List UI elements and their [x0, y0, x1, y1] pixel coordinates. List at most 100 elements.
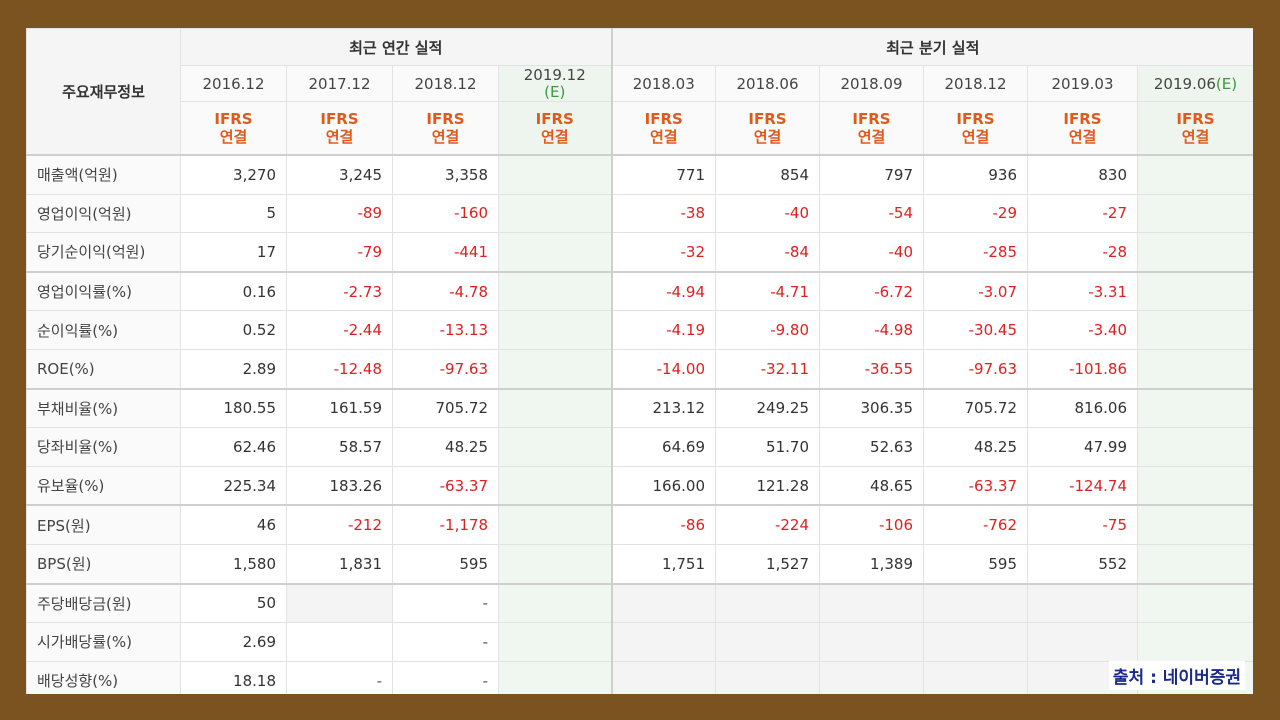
period-label: 2018.12 — [414, 74, 477, 93]
table-cell: -29 — [923, 193, 1028, 234]
table-cell: 2.89 — [180, 348, 287, 390]
table-cell: 161.59 — [286, 387, 393, 429]
row-label: BPS(원) — [26, 543, 181, 585]
table-row: 영업이익률(%) 0.16 -2.73 -4.78 -4.94 -4.71 -6.72 -3.… — [26, 270, 1253, 312]
estimate-marker: (E) — [544, 82, 566, 101]
table-cell: -63.37 — [923, 465, 1028, 506]
table-cell: -3.07 — [923, 270, 1028, 312]
table-cell: 1,389 — [819, 543, 924, 585]
period-label: 2018.09 — [840, 74, 903, 93]
consolidated-label: 연결 — [1181, 128, 1210, 146]
table-cell — [498, 660, 613, 694]
table-cell: - — [392, 660, 499, 694]
consolidated-label: 연결 — [1068, 128, 1097, 146]
table-cell: -75 — [1027, 504, 1138, 545]
table-cell: -28 — [1027, 232, 1138, 273]
table-cell: 5 — [180, 193, 287, 234]
table-cell — [498, 622, 613, 662]
table-cell — [819, 622, 924, 662]
table-cell — [498, 504, 613, 545]
table-cell: 3,270 — [180, 153, 287, 195]
table-row: 당좌비율(%) 62.46 58.57 48.25 64.69 51.70 52.63 48.… — [26, 427, 1253, 467]
table-row: 부채비율(%) 180.55 161.59 705.72 213.12 249.25 306… — [26, 387, 1253, 429]
table-row: ROE(%) 2.89 -12.48 -97.63 -14.00 -32.11 -36.55… — [26, 348, 1253, 390]
table-cell — [715, 582, 820, 624]
table-cell: 249.25 — [715, 387, 820, 429]
table-cell: -2.73 — [286, 270, 393, 312]
period-label: 2018.03 — [632, 74, 695, 93]
table-cell: -32 — [611, 232, 716, 273]
table-cell: 2.69 — [180, 622, 287, 662]
table-cell: -6.72 — [819, 270, 924, 312]
table-cell: -79 — [286, 232, 393, 273]
table-row: 시가배당률(%) 2.69 - — [26, 622, 1253, 662]
table-cell: -1,178 — [392, 504, 499, 545]
table-cell — [611, 582, 716, 624]
row-label: 영업이익률(%) — [26, 270, 181, 312]
table-cell — [286, 622, 393, 662]
table-cell: -762 — [923, 504, 1028, 545]
table-row: 영업이익(억원) 5 -89 -160 -38 -40 -54 -29 -27 — [26, 193, 1253, 234]
annual-group-header: 최근 연간 실적 — [180, 28, 613, 66]
table-cell — [1137, 543, 1253, 585]
table-cell — [1137, 153, 1253, 195]
table-cell — [498, 232, 613, 273]
period-header: 2018.12 — [392, 65, 499, 102]
table-cell — [1137, 270, 1253, 312]
row-label: 유보율(%) — [26, 465, 181, 506]
table-cell: 830 — [1027, 153, 1138, 195]
row-label: 영업이익(억원) — [26, 193, 181, 234]
ifrs-header: IFRS 연결 — [286, 101, 393, 156]
table-cell: 121.28 — [715, 465, 820, 506]
table-cell — [1137, 465, 1253, 506]
table-cell: - — [392, 582, 499, 624]
row-label: 당기순이익(억원) — [26, 232, 181, 273]
period-header: 2019.12 (E) — [498, 65, 613, 102]
ifrs-header: IFRS 연결 — [498, 101, 613, 156]
table-cell: -4.19 — [611, 310, 716, 350]
table-cell — [498, 348, 613, 390]
table-cell: 771 — [611, 153, 716, 195]
table-cell: -212 — [286, 504, 393, 545]
consolidated-label: 연결 — [540, 128, 569, 146]
row-label: EPS(원) — [26, 504, 181, 545]
table-cell: 213.12 — [611, 387, 716, 429]
table-cell — [1137, 622, 1253, 662]
table-cell — [923, 582, 1028, 624]
table-cell: - — [392, 622, 499, 662]
quarter-group-header: 최근 분기 실적 — [611, 28, 1253, 66]
corner-header: 주요재무정보 — [26, 28, 181, 156]
row-label: ROE(%) — [26, 348, 181, 390]
period-label: 2018.06 — [736, 74, 799, 93]
period-label: 2019.06 — [1153, 74, 1216, 93]
table-cell — [1137, 193, 1253, 234]
table-cell: 52.63 — [819, 427, 924, 467]
table-cell: -101.86 — [1027, 348, 1138, 390]
table-cell — [819, 582, 924, 624]
table-cell: 225.34 — [180, 465, 287, 506]
table-cell: 552 — [1027, 543, 1138, 585]
period-label: 2016.12 — [202, 74, 265, 93]
period-header: 2018.03 — [611, 65, 716, 102]
table-cell: 51.70 — [715, 427, 820, 467]
table-cell: -89 — [286, 193, 393, 234]
ifrs-label: IFRS — [214, 110, 253, 128]
period-label: 2019.03 — [1051, 74, 1114, 93]
table-cell: -3.40 — [1027, 310, 1138, 350]
financial-table-frame: 주요재무정보 최근 연간 실적 최근 분기 실적 2016.12 2017.12 2… — [26, 28, 1253, 694]
ifrs-header: IFRS 연결 — [923, 101, 1028, 156]
table-cell: -106 — [819, 504, 924, 545]
consolidated-label: 연결 — [325, 128, 354, 146]
table-cell: 50 — [180, 582, 287, 624]
estimate-marker: (E) — [1215, 74, 1238, 93]
ifrs-label: IFRS — [1176, 110, 1215, 128]
table-cell: 58.57 — [286, 427, 393, 467]
ifrs-header: IFRS 연결 — [715, 101, 820, 156]
table-cell — [286, 582, 393, 624]
table-cell: 46 — [180, 504, 287, 545]
consolidated-label: 연결 — [431, 128, 460, 146]
table-cell — [715, 660, 820, 694]
ifrs-header: IFRS 연결 — [392, 101, 499, 156]
table-cell: -27 — [1027, 193, 1138, 234]
table-cell — [1027, 582, 1138, 624]
